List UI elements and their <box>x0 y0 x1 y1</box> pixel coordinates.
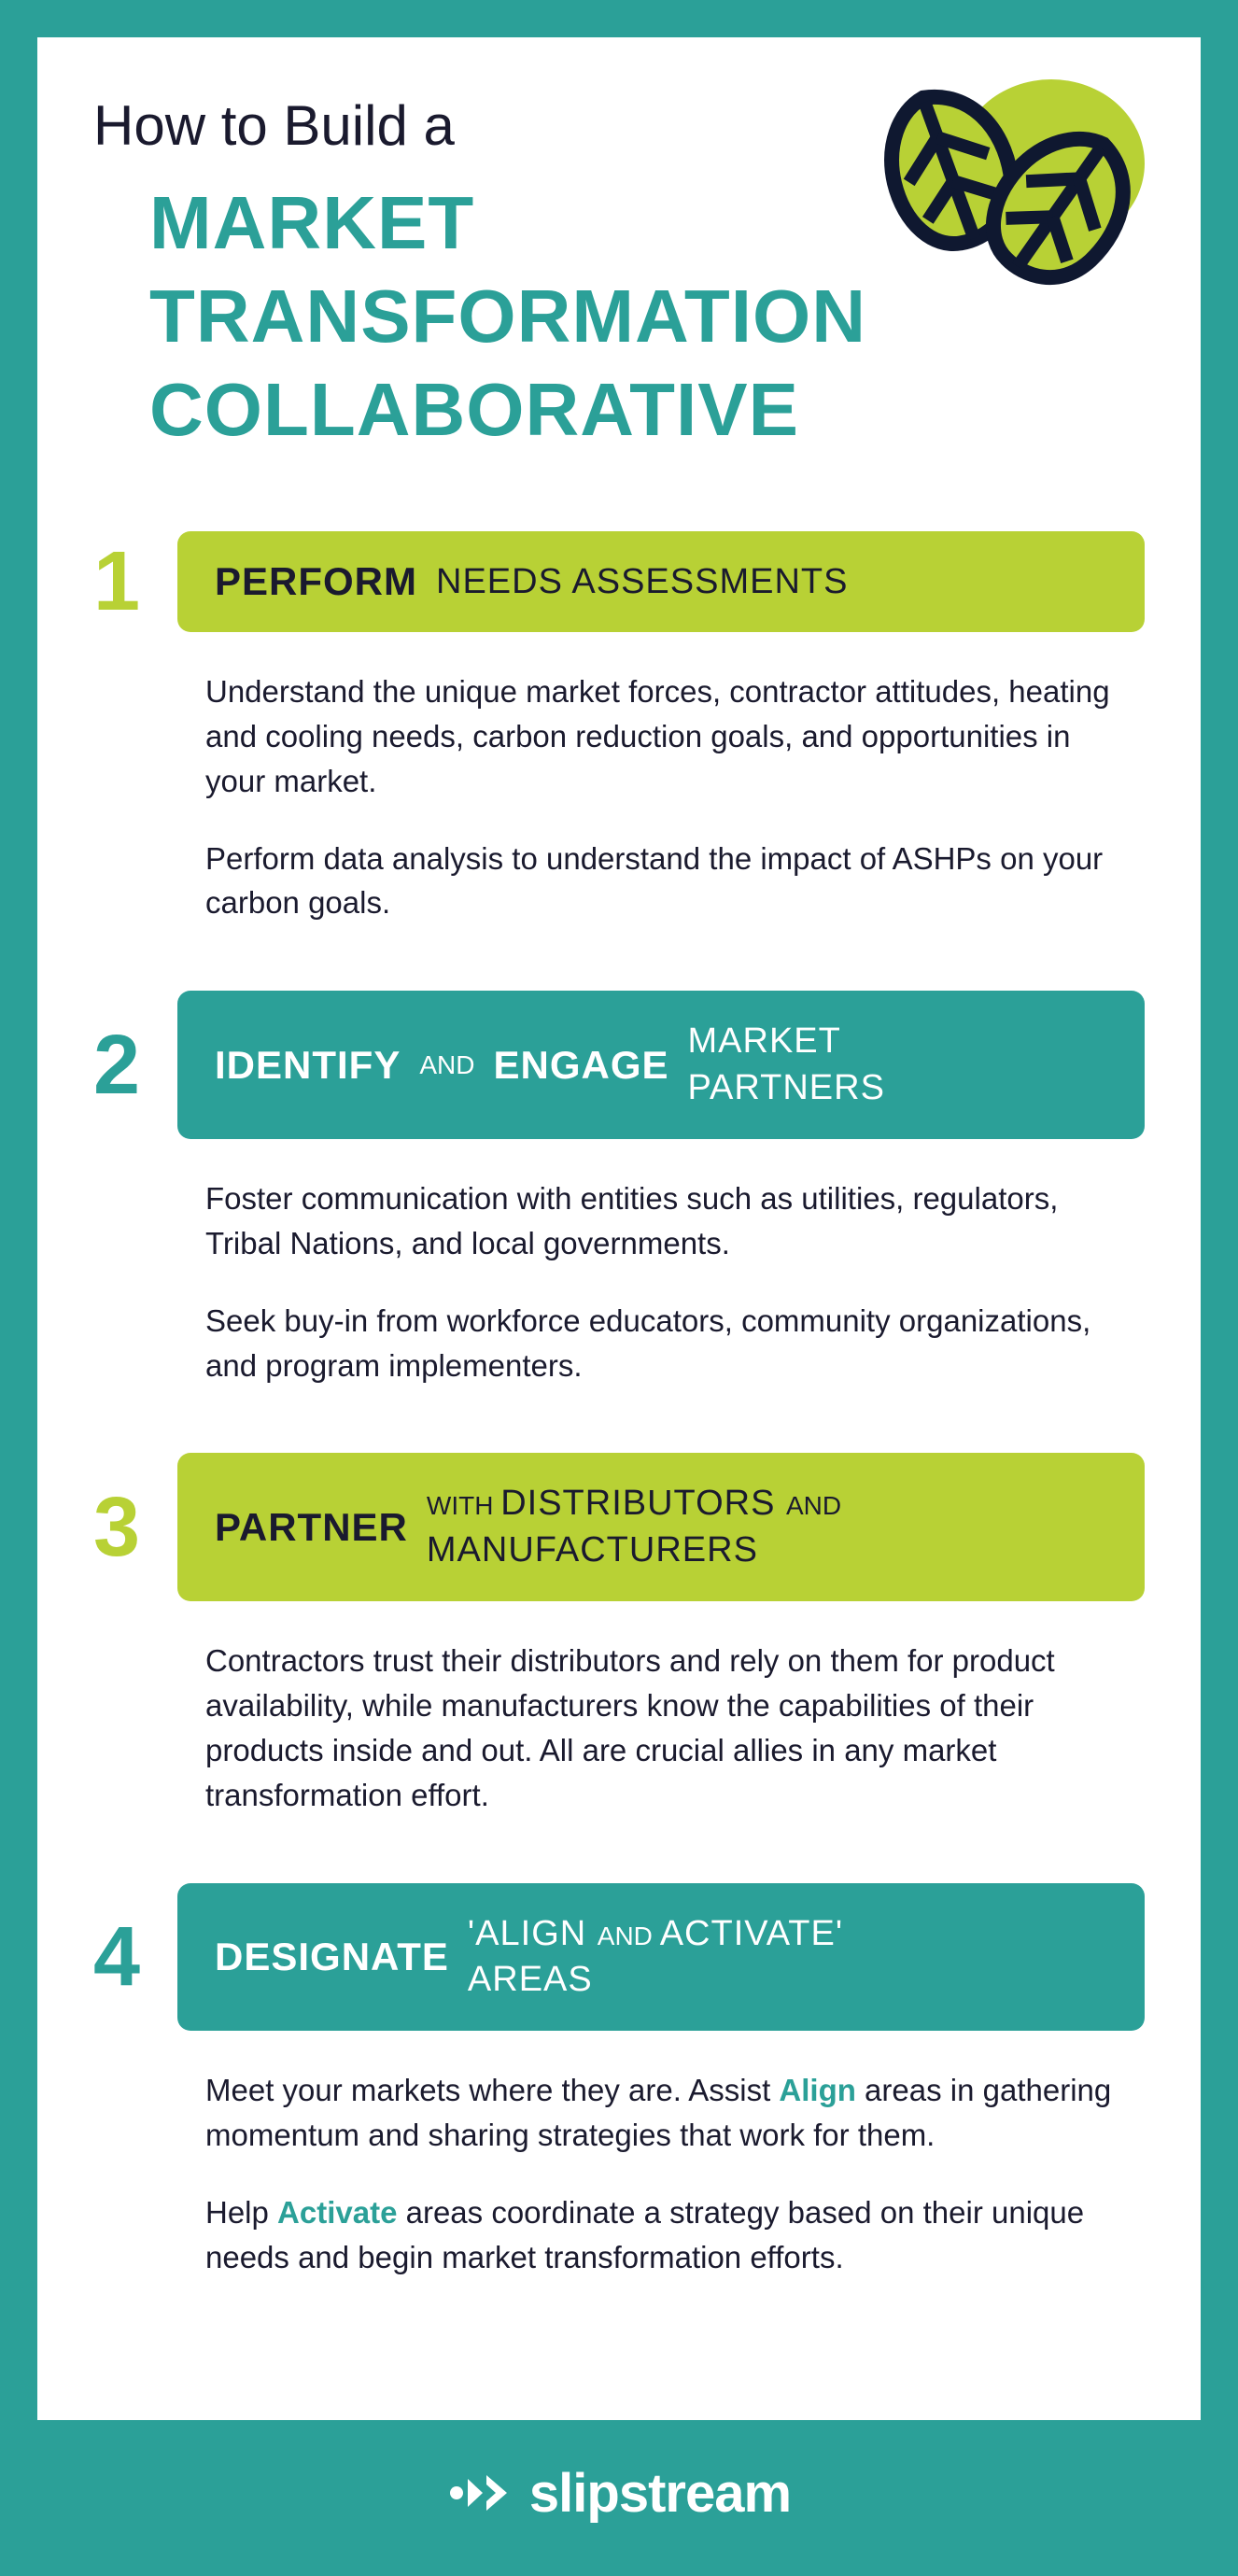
step-number: 4 <box>93 1883 149 2032</box>
step-body: Meet your markets where they are. Assist… <box>93 2068 1145 2279</box>
header: How to Build a MARKET TRANSFORMATION COL… <box>93 93 1145 457</box>
bar-stack: WITH DISTRIBUTORS ANDMANUFACTURERS <box>427 1481 841 1573</box>
body-paragraph: Help Activate areas coordinate a strateg… <box>205 2190 1126 2280</box>
outer-frame: How to Build a MARKET TRANSFORMATION COL… <box>0 0 1238 2420</box>
brand-text: slipstream <box>529 2462 791 2525</box>
step-header: 1 PERFORM NEEDS ASSESSMENTS <box>93 531 1145 632</box>
step-bar: PERFORM NEEDS ASSESSMENTS <box>177 531 1145 632</box>
arrows-icon <box>447 2468 522 2518</box>
step-4: 4 DESIGNATE 'ALIGN AND ACTIVATE'AREAS Meet … <box>93 1883 1145 2280</box>
step-body: Contractors trust their distributors and… <box>93 1639 1145 1817</box>
body-paragraph: Meet your markets where they are. Assist… <box>205 2068 1126 2158</box>
step-header: 2 IDENTIFY AND ENGAGE MARKETPARTNERS <box>93 991 1145 1139</box>
content-card: How to Build a MARKET TRANSFORMATION COL… <box>37 37 1201 2420</box>
body-paragraph: Foster communication with entities such … <box>205 1176 1126 1266</box>
step-header: 3 PARTNER WITH DISTRIBUTORS ANDMANUFACTURE… <box>93 1453 1145 1601</box>
body-paragraph: Seek buy-in from workforce educators, co… <box>205 1299 1126 1388</box>
leaves-icon <box>837 65 1154 308</box>
brand-logo: slipstream <box>447 2462 791 2525</box>
bar-stack: MARKETPARTNERS <box>688 1019 885 1111</box>
step-bar: IDENTIFY AND ENGAGE MARKETPARTNERS <box>177 991 1145 1139</box>
step-number: 3 <box>93 1453 149 1601</box>
bar-text: PARTNER <box>215 1505 408 1550</box>
step-header: 4 DESIGNATE 'ALIGN AND ACTIVATE'AREAS <box>93 1883 1145 2032</box>
step-body: Foster communication with entities such … <box>93 1176 1145 1387</box>
bar-text: ENGAGE <box>493 1043 668 1088</box>
step-2: 2 IDENTIFY AND ENGAGE MARKETPARTNERS Foster c… <box>93 991 1145 1387</box>
body-paragraph: Understand the unique market forces, con… <box>205 669 1126 804</box>
step-number: 2 <box>93 991 149 1139</box>
bar-text: IDENTIFY <box>215 1043 401 1088</box>
step-number: 1 <box>93 531 149 632</box>
bar-text: PERFORM <box>215 559 417 604</box>
step-3: 3 PARTNER WITH DISTRIBUTORS ANDMANUFACTURE… <box>93 1453 1145 1817</box>
step-bar: DESIGNATE 'ALIGN AND ACTIVATE'AREAS <box>177 1883 1145 2032</box>
body-paragraph: Contractors trust their distributors and… <box>205 1639 1126 1817</box>
bar-text: NEEDS ASSESSMENTS <box>436 562 848 602</box>
footer: slipstream <box>0 2420 1238 2576</box>
bar-stack: 'ALIGN AND ACTIVATE'AREAS <box>468 1911 843 2004</box>
steps-container: 1 PERFORM NEEDS ASSESSMENTS Understand the … <box>93 531 1145 2280</box>
step-1: 1 PERFORM NEEDS ASSESSMENTS Understand the … <box>93 531 1145 925</box>
bar-text: AND <box>419 1050 474 1080</box>
body-paragraph: Perform data analysis to understand the … <box>205 837 1126 926</box>
step-body: Understand the unique market forces, con… <box>93 669 1145 925</box>
bar-text: DESIGNATE <box>215 1935 449 1979</box>
step-bar: PARTNER WITH DISTRIBUTORS ANDMANUFACTURER… <box>177 1453 1145 1601</box>
